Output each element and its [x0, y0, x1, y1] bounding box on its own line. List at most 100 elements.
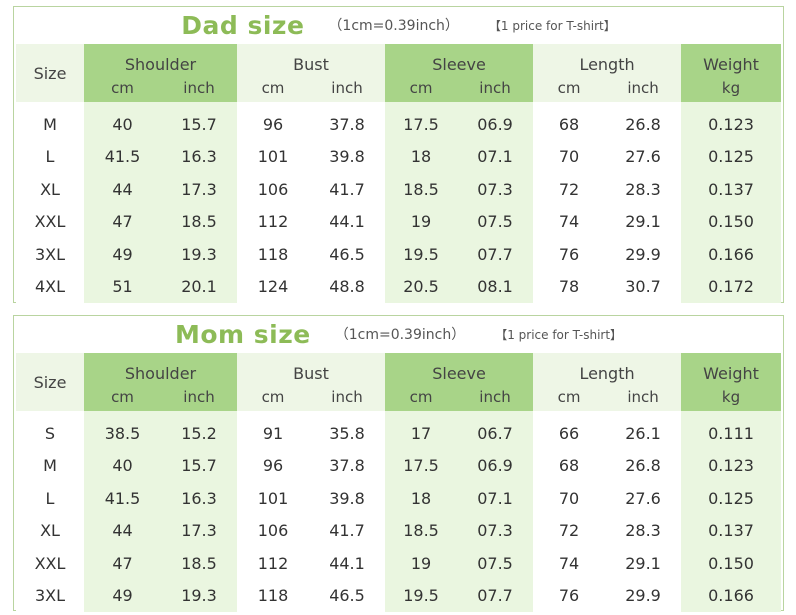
mom-cell-bust-inch: 44.1: [309, 547, 386, 580]
mom-header-size: Size: [16, 353, 84, 411]
dad-cell-weight-kg: 0.150: [681, 205, 782, 238]
dad-cell-size: 3XL: [16, 238, 84, 271]
dad-size-chart: Dad size （1cm=0.39inch） 【1 price for T-s…: [13, 6, 784, 303]
table-row: XL 44 17.3 106 41.7 18.5 07.3 72 28.3 0.137: [16, 514, 782, 547]
dad-cell-sleeve-cm: 18: [385, 140, 458, 173]
mom-cell-size: XL: [16, 514, 84, 547]
mom-cell-sleeve-cm: 17.5: [385, 449, 458, 482]
dad-cell-sleeve-inch: 07.1: [457, 140, 534, 173]
mom-cell-length-inch: 26.8: [605, 449, 682, 482]
dad-cell-bust-inch: 44.1: [309, 205, 386, 238]
dad-cell-bust-inch: 41.7: [309, 173, 386, 206]
mom-size-table: Size Shoulder Bust Sleeve Length Weight …: [16, 353, 782, 612]
dad-cell-bust-inch: 39.8: [309, 140, 386, 173]
dad-cell-sleeve-inch: 08.1: [457, 270, 534, 303]
dad-cell-length-inch: 26.8: [605, 102, 682, 141]
mom-cell-shoulder-cm: 49: [84, 579, 161, 612]
dad-cell-shoulder-inch: 20.1: [161, 270, 237, 303]
dad-cell-length-inch: 30.7: [605, 270, 682, 303]
mom-cell-size: XXL: [16, 547, 84, 580]
dad-title: Dad size: [181, 10, 305, 40]
mom-cell-size: M: [16, 449, 84, 482]
mom-cell-sleeve-cm: 18.5: [385, 514, 458, 547]
mom-cell-bust-cm: 118: [237, 579, 309, 612]
mom-size-chart: Mom size （1cm=0.39inch） 【1 price for T-s…: [13, 315, 784, 612]
dad-size-table: Size Shoulder Bust Sleeve Length Weight …: [16, 44, 782, 303]
mom-cell-weight-kg: 0.125: [681, 482, 782, 515]
mom-cell-length-inch: 28.3: [605, 514, 682, 547]
mom-cell-sleeve-inch: 06.9: [457, 449, 534, 482]
dad-cell-shoulder-inch: 16.3: [161, 140, 237, 173]
dad-cell-sleeve-cm: 18.5: [385, 173, 458, 206]
table-row: L 41.5 16.3 101 39.8 18 07.1 70 27.6 0.125: [16, 482, 782, 515]
dad-header-bust: Bust: [237, 44, 386, 74]
mom-cell-sleeve-cm: 19: [385, 547, 458, 580]
mom-cell-bust-cm: 96: [237, 449, 309, 482]
dad-cell-sleeve-cm: 19: [385, 205, 458, 238]
dad-cell-bust-cm: 101: [237, 140, 309, 173]
mom-cell-shoulder-inch: 19.3: [161, 579, 237, 612]
mom-title-row: Mom size （1cm=0.39inch） 【1 price for T-s…: [14, 316, 783, 352]
mom-unit-cm: cm: [237, 383, 309, 411]
mom-cell-length-cm: 68: [533, 449, 606, 482]
dad-cell-length-inch: 29.9: [605, 238, 682, 271]
dad-unit-inch: inch: [161, 74, 237, 102]
mom-header-shoulder: Shoulder: [84, 353, 237, 383]
mom-cell-shoulder-cm: 47: [84, 547, 161, 580]
mom-cell-length-cm: 76: [533, 579, 606, 612]
mom-cell-bust-cm: 106: [237, 514, 309, 547]
dad-cell-weight-kg: 0.166: [681, 238, 782, 271]
dad-cell-length-inch: 29.1: [605, 205, 682, 238]
mom-cell-bust-cm: 101: [237, 482, 309, 515]
dad-cell-bust-inch: 37.8: [309, 102, 386, 141]
mom-title: Mom size: [174, 319, 311, 349]
mom-cell-sleeve-inch: 07.1: [457, 482, 534, 515]
dad-cell-shoulder-cm: 40: [84, 102, 161, 141]
dad-cell-bust-cm: 118: [237, 238, 309, 271]
mom-cell-size: 3XL: [16, 579, 84, 612]
mom-cell-bust-inch: 41.7: [309, 514, 386, 547]
dad-cell-sleeve-cm: 19.5: [385, 238, 458, 271]
table-row: M 40 15.7 96 37.8 17.5 06.9 68 26.8 0.123: [16, 449, 782, 482]
mom-cell-shoulder-inch: 17.3: [161, 514, 237, 547]
mom-cell-bust-inch: 46.5: [309, 579, 386, 612]
mom-cell-weight-kg: 0.123: [681, 449, 782, 482]
dad-unit-inch: inch: [309, 74, 386, 102]
mom-header-sleeve: Sleeve: [385, 353, 534, 383]
dad-cell-shoulder-cm: 47: [84, 205, 161, 238]
dad-cell-size: XXL: [16, 205, 84, 238]
mom-cell-weight-kg: 0.166: [681, 579, 782, 612]
dad-cell-length-cm: 76: [533, 238, 606, 271]
mom-cell-shoulder-cm: 38.5: [84, 411, 161, 450]
mom-cell-bust-cm: 91: [237, 411, 309, 450]
mom-cell-length-cm: 72: [533, 514, 606, 547]
dad-cell-weight-kg: 0.137: [681, 173, 782, 206]
mom-unit-cm: cm: [84, 383, 161, 411]
dad-cell-size: 4XL: [16, 270, 84, 303]
mom-cell-shoulder-cm: 44: [84, 514, 161, 547]
dad-cell-bust-inch: 46.5: [309, 238, 386, 271]
mom-unit-inch: inch: [161, 383, 237, 411]
mom-cell-bust-cm: 112: [237, 547, 309, 580]
mom-header-length: Length: [533, 353, 682, 383]
table-row: 3XL 49 19.3 118 46.5 19.5 07.7 76 29.9 0.166: [16, 579, 782, 612]
dad-cell-bust-cm: 124: [237, 270, 309, 303]
dad-unit-inch: inch: [605, 74, 682, 102]
mom-cell-shoulder-inch: 18.5: [161, 547, 237, 580]
dad-cell-length-cm: 78: [533, 270, 606, 303]
dad-cell-bust-cm: 96: [237, 102, 309, 141]
dad-cell-weight-kg: 0.172: [681, 270, 782, 303]
dad-cell-size: L: [16, 140, 84, 173]
dad-price-note: 【1 price for T-shirt】: [488, 18, 616, 33]
dad-cell-length-cm: 74: [533, 205, 606, 238]
dad-conversion-note: （1cm=0.39inch）: [328, 18, 459, 34]
dad-unit-cm: cm: [533, 74, 606, 102]
dad-unit-inch: inch: [457, 74, 534, 102]
mom-cell-sleeve-inch: 07.3: [457, 514, 534, 547]
mom-conversion-note: （1cm=0.39inch）: [334, 327, 466, 343]
mom-unit-inch: inch: [605, 383, 682, 411]
table-row: 3XL 49 19.3 118 46.5 19.5 07.7 76 29.9 0.166: [16, 238, 782, 271]
dad-unit-cm: cm: [237, 74, 309, 102]
dad-cell-sleeve-cm: 20.5: [385, 270, 458, 303]
mom-cell-bust-inch: 35.8: [309, 411, 386, 450]
